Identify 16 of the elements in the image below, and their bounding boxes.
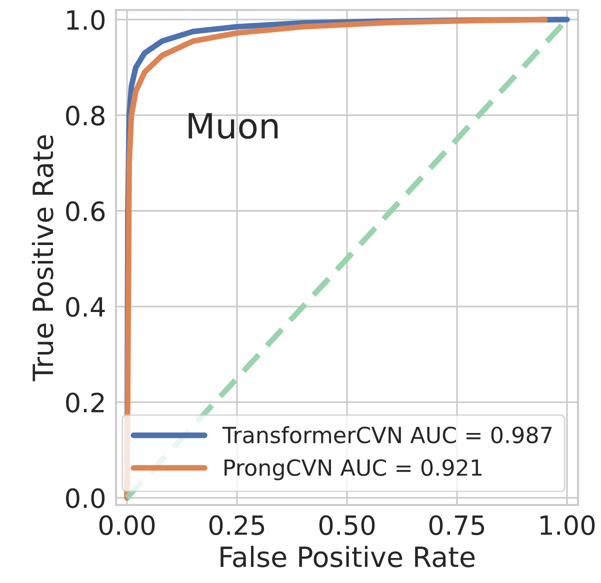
x-axis-title: False Positive Rate [220, 546, 475, 568]
x-tick-label: 0.25 [209, 515, 264, 536]
y-tick-label: 1.0 [67, 10, 105, 30]
legend-label: ProngCVN AUC = 0.921 [224, 459, 482, 480]
x-tick-label: 0.00 [99, 515, 155, 536]
legend-label: TransformerCVN AUC = 0.987 [222, 426, 552, 444]
y-tick-label: 0.6 [66, 201, 105, 222]
y-tick-label: 0.2 [66, 392, 104, 413]
annotation: Muon [188, 113, 278, 139]
y-tick-label: 0.4 [66, 296, 105, 317]
x-tick-label: 0.75 [429, 515, 484, 536]
y-tick-label: 0.0 [66, 488, 105, 508]
x-tick-label: 0.50 [319, 515, 375, 536]
x-tick-label: 1.00 [540, 515, 595, 536]
y-axis-title: True Positive Rate [32, 135, 54, 382]
y-tick-label: 0.8 [66, 106, 104, 126]
